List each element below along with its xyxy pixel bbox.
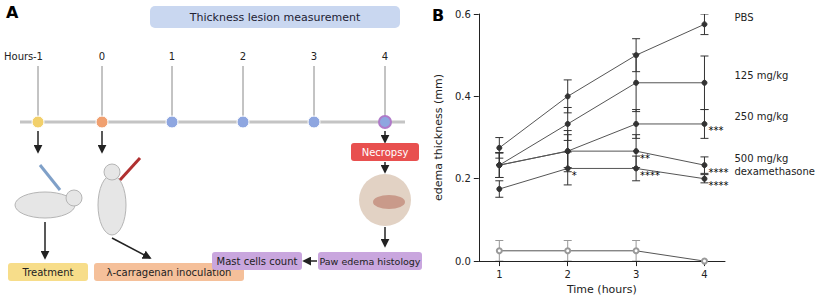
svg-text:0.2: 0.2 <box>455 173 471 184</box>
svg-text:1: 1 <box>169 51 175 62</box>
svg-text:1: 1 <box>496 269 502 280</box>
svg-text:500 mg/kg: 500 mg/kg <box>734 153 788 164</box>
svg-text:0: 0 <box>99 51 105 62</box>
svg-text:-1: -1 <box>33 51 43 62</box>
svg-text:****: **** <box>708 180 728 191</box>
svg-text:**: ** <box>640 153 650 164</box>
svg-text:Hours: Hours <box>4 51 33 62</box>
svg-text:B: B <box>432 6 444 25</box>
svg-text:Thickness lesion measurement: Thickness lesion measurement <box>189 11 361 24</box>
svg-text:2: 2 <box>565 269 571 280</box>
svg-text:250 mg/kg: 250 mg/kg <box>734 111 788 122</box>
svg-text:2: 2 <box>240 51 246 62</box>
svg-text:0.4: 0.4 <box>455 91 471 102</box>
svg-text:*: * <box>572 170 577 181</box>
svg-text:Paw edema histology: Paw edema histology <box>320 256 421 267</box>
svg-text:edema thickness (mm): edema thickness (mm) <box>432 74 445 201</box>
svg-text:λ-carragenan inoculation: λ-carragenan inoculation <box>106 267 232 278</box>
svg-text:Treatment: Treatment <box>22 267 74 278</box>
svg-text:Necropsy: Necropsy <box>362 147 409 158</box>
svg-text:***: *** <box>708 125 723 136</box>
svg-text:Time (hours): Time (hours) <box>566 283 637 296</box>
svg-text:dexamethasone: dexamethasone <box>734 166 814 177</box>
svg-text:0.6: 0.6 <box>455 9 471 20</box>
svg-text:PBS: PBS <box>734 12 753 23</box>
svg-text:4: 4 <box>382 51 388 62</box>
svg-text:0.0: 0.0 <box>455 256 471 267</box>
svg-text:A: A <box>6 3 19 22</box>
svg-text:125 mg/kg: 125 mg/kg <box>734 70 788 81</box>
svg-text:Mast cells count: Mast cells count <box>217 256 298 267</box>
svg-text:4: 4 <box>701 269 707 280</box>
svg-text:****: **** <box>708 167 728 178</box>
svg-text:****: **** <box>640 170 660 181</box>
svg-text:3: 3 <box>633 269 639 280</box>
svg-text:3: 3 <box>311 51 317 62</box>
